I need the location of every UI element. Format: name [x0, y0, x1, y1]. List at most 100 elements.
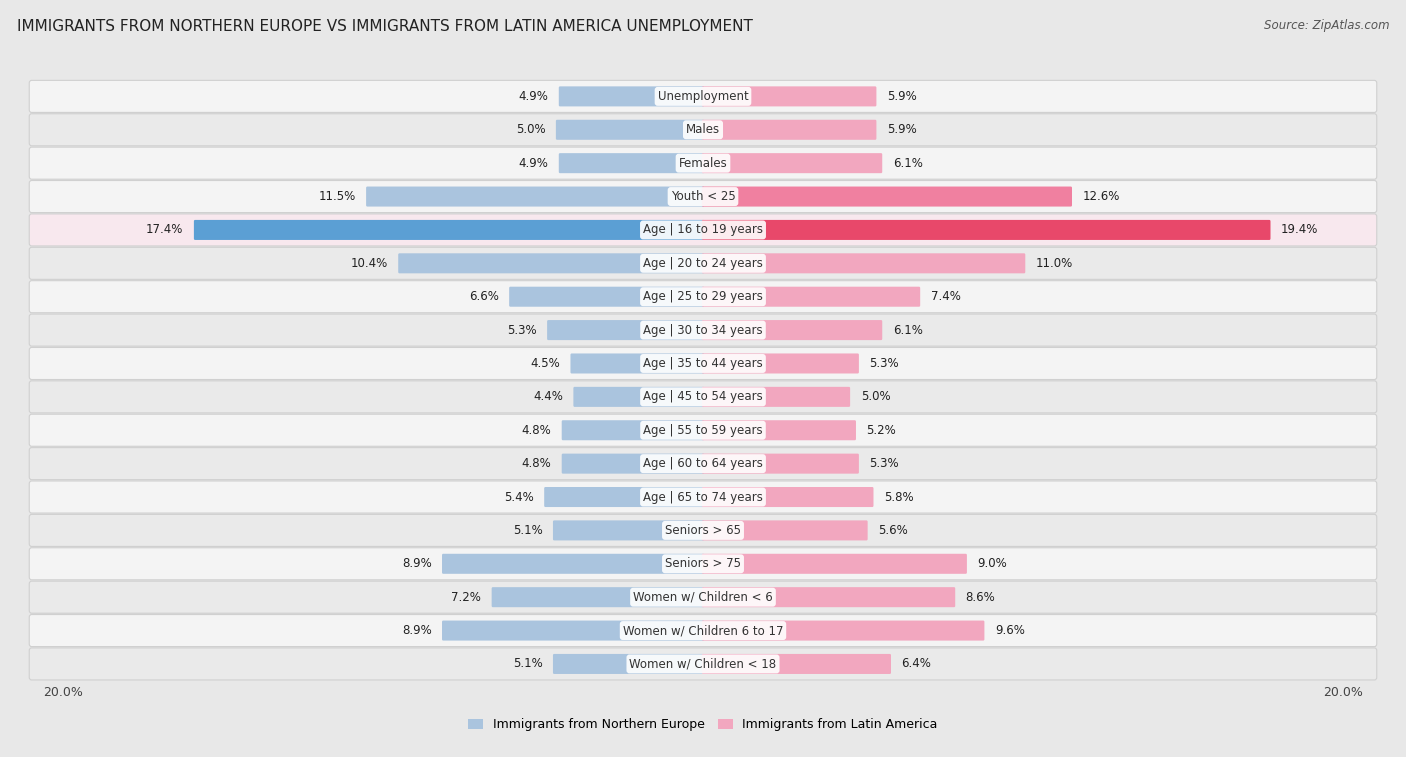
FancyBboxPatch shape — [702, 554, 967, 574]
FancyBboxPatch shape — [544, 487, 704, 507]
Text: 4.9%: 4.9% — [519, 90, 548, 103]
FancyBboxPatch shape — [702, 387, 851, 407]
FancyBboxPatch shape — [30, 180, 1376, 213]
Text: Males: Males — [686, 123, 720, 136]
Text: Age | 20 to 24 years: Age | 20 to 24 years — [643, 257, 763, 269]
Text: 4.5%: 4.5% — [530, 357, 560, 370]
FancyBboxPatch shape — [30, 447, 1376, 480]
FancyBboxPatch shape — [366, 186, 704, 207]
FancyBboxPatch shape — [702, 520, 868, 540]
Text: 17.4%: 17.4% — [146, 223, 183, 236]
FancyBboxPatch shape — [547, 320, 704, 340]
Text: 9.0%: 9.0% — [977, 557, 1007, 570]
Text: Age | 65 to 74 years: Age | 65 to 74 years — [643, 491, 763, 503]
Text: 12.6%: 12.6% — [1083, 190, 1119, 203]
Text: Women w/ Children 6 to 17: Women w/ Children 6 to 17 — [623, 624, 783, 637]
FancyBboxPatch shape — [558, 86, 704, 107]
Text: 4.8%: 4.8% — [522, 424, 551, 437]
FancyBboxPatch shape — [702, 153, 882, 173]
FancyBboxPatch shape — [702, 354, 859, 373]
Text: IMMIGRANTS FROM NORTHERN EUROPE VS IMMIGRANTS FROM LATIN AMERICA UNEMPLOYMENT: IMMIGRANTS FROM NORTHERN EUROPE VS IMMIG… — [17, 19, 752, 34]
FancyBboxPatch shape — [702, 654, 891, 674]
Text: 19.4%: 19.4% — [1281, 223, 1319, 236]
Text: 5.3%: 5.3% — [869, 357, 898, 370]
Text: 20.0%: 20.0% — [1323, 686, 1362, 699]
FancyBboxPatch shape — [30, 80, 1376, 113]
Text: 6.1%: 6.1% — [893, 157, 922, 170]
FancyBboxPatch shape — [702, 287, 920, 307]
FancyBboxPatch shape — [30, 615, 1376, 646]
Text: 4.8%: 4.8% — [522, 457, 551, 470]
Text: Unemployment: Unemployment — [658, 90, 748, 103]
Text: 5.6%: 5.6% — [879, 524, 908, 537]
FancyBboxPatch shape — [30, 648, 1376, 680]
Text: Source: ZipAtlas.com: Source: ZipAtlas.com — [1264, 19, 1389, 32]
FancyBboxPatch shape — [30, 514, 1376, 547]
Text: Age | 35 to 44 years: Age | 35 to 44 years — [643, 357, 763, 370]
FancyBboxPatch shape — [553, 654, 704, 674]
FancyBboxPatch shape — [562, 420, 704, 441]
Text: Females: Females — [679, 157, 727, 170]
Text: 5.0%: 5.0% — [516, 123, 546, 136]
Legend: Immigrants from Northern Europe, Immigrants from Latin America: Immigrants from Northern Europe, Immigra… — [463, 713, 943, 736]
FancyBboxPatch shape — [30, 347, 1376, 379]
FancyBboxPatch shape — [30, 414, 1376, 447]
Text: Women w/ Children < 18: Women w/ Children < 18 — [630, 657, 776, 671]
FancyBboxPatch shape — [702, 420, 856, 441]
Text: Age | 55 to 59 years: Age | 55 to 59 years — [643, 424, 763, 437]
FancyBboxPatch shape — [398, 254, 704, 273]
FancyBboxPatch shape — [30, 248, 1376, 279]
FancyBboxPatch shape — [553, 520, 704, 540]
Text: 4.4%: 4.4% — [533, 391, 562, 403]
FancyBboxPatch shape — [571, 354, 704, 373]
FancyBboxPatch shape — [702, 220, 1271, 240]
FancyBboxPatch shape — [30, 581, 1376, 613]
Text: 5.1%: 5.1% — [513, 524, 543, 537]
Text: 8.6%: 8.6% — [966, 590, 995, 603]
FancyBboxPatch shape — [702, 120, 876, 140]
Text: 7.2%: 7.2% — [451, 590, 481, 603]
FancyBboxPatch shape — [702, 86, 876, 107]
Text: 11.5%: 11.5% — [318, 190, 356, 203]
Text: 5.4%: 5.4% — [503, 491, 534, 503]
FancyBboxPatch shape — [702, 621, 984, 640]
FancyBboxPatch shape — [702, 254, 1025, 273]
FancyBboxPatch shape — [30, 214, 1376, 246]
Text: Age | 30 to 34 years: Age | 30 to 34 years — [643, 323, 763, 337]
Text: Youth < 25: Youth < 25 — [671, 190, 735, 203]
Text: 5.3%: 5.3% — [869, 457, 898, 470]
FancyBboxPatch shape — [30, 281, 1376, 313]
FancyBboxPatch shape — [509, 287, 704, 307]
Text: 11.0%: 11.0% — [1036, 257, 1073, 269]
FancyBboxPatch shape — [441, 554, 704, 574]
FancyBboxPatch shape — [562, 453, 704, 474]
FancyBboxPatch shape — [702, 186, 1071, 207]
Text: 20.0%: 20.0% — [44, 686, 83, 699]
Text: Age | 60 to 64 years: Age | 60 to 64 years — [643, 457, 763, 470]
Text: 6.4%: 6.4% — [901, 657, 931, 671]
FancyBboxPatch shape — [30, 381, 1376, 413]
FancyBboxPatch shape — [441, 621, 704, 640]
Text: 5.0%: 5.0% — [860, 391, 890, 403]
Text: 10.4%: 10.4% — [350, 257, 388, 269]
Text: 6.1%: 6.1% — [893, 323, 922, 337]
Text: 5.2%: 5.2% — [866, 424, 896, 437]
Text: 6.6%: 6.6% — [468, 290, 499, 304]
FancyBboxPatch shape — [30, 481, 1376, 513]
FancyBboxPatch shape — [30, 114, 1376, 146]
Text: 8.9%: 8.9% — [402, 557, 432, 570]
Text: 5.9%: 5.9% — [887, 90, 917, 103]
FancyBboxPatch shape — [702, 587, 955, 607]
FancyBboxPatch shape — [558, 153, 704, 173]
Text: 5.9%: 5.9% — [887, 123, 917, 136]
Text: 5.3%: 5.3% — [508, 323, 537, 337]
Text: Seniors > 65: Seniors > 65 — [665, 524, 741, 537]
Text: Age | 16 to 19 years: Age | 16 to 19 years — [643, 223, 763, 236]
FancyBboxPatch shape — [702, 453, 859, 474]
Text: Seniors > 75: Seniors > 75 — [665, 557, 741, 570]
Text: 4.9%: 4.9% — [519, 157, 548, 170]
FancyBboxPatch shape — [702, 487, 873, 507]
FancyBboxPatch shape — [574, 387, 704, 407]
Text: 5.8%: 5.8% — [884, 491, 914, 503]
FancyBboxPatch shape — [194, 220, 704, 240]
